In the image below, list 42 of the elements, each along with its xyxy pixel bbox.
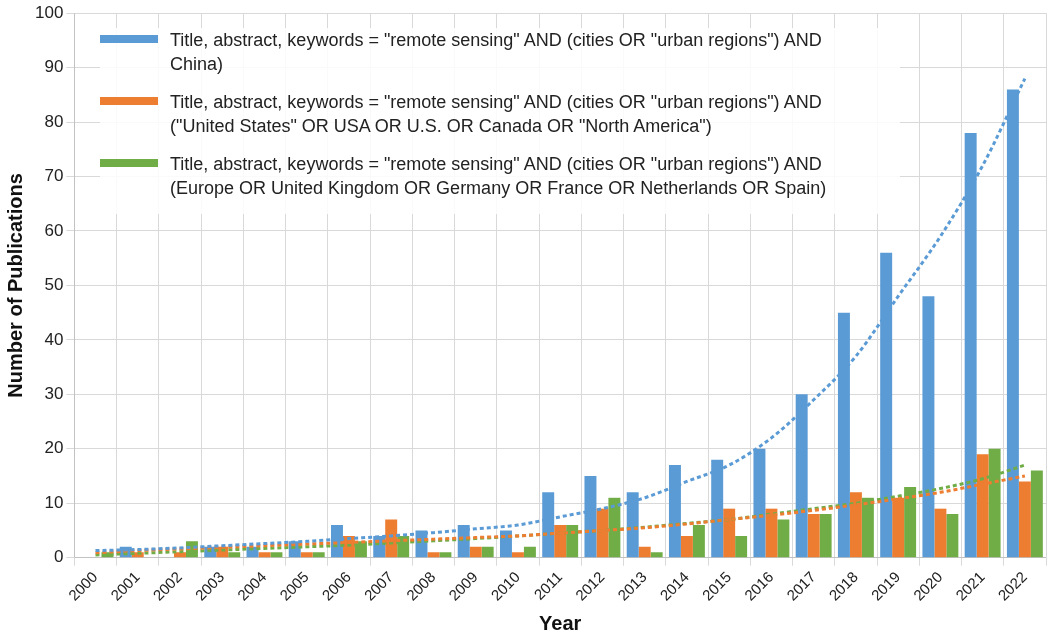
bar [1030, 470, 1043, 558]
bar [735, 535, 748, 558]
bar [638, 546, 651, 558]
y-tick-label: 50 [44, 275, 64, 295]
bar [819, 514, 832, 558]
bar [807, 514, 820, 558]
bar [270, 552, 283, 558]
bar [427, 552, 440, 558]
bar [777, 519, 790, 558]
bar [469, 546, 482, 558]
bar [650, 552, 663, 558]
legend-label: Title, abstract, keywords = "remote sensing" AND (cities OR "urban regions") AND China) [170, 29, 823, 76]
y-tick-label: 10 [44, 492, 64, 512]
bar [934, 508, 947, 558]
bar [300, 552, 313, 558]
bar [922, 296, 935, 558]
bar [1018, 481, 1031, 558]
bar [439, 552, 452, 558]
bar [511, 552, 524, 558]
bar [481, 546, 494, 558]
x-axis-title: Year [539, 611, 582, 634]
y-tick-label: 0 [53, 547, 64, 567]
legend-label: Title, abstract, keywords = "remote sensing" AND (cities OR "urban regions") AND (Europe OR United Kingdom OR Germany OR France OR Netherlands OR Spain) [170, 153, 828, 200]
y-tick-label: 70 [44, 166, 64, 186]
bar [173, 552, 186, 558]
bar [692, 525, 705, 558]
bar [523, 546, 536, 558]
bar [946, 514, 959, 558]
bar [499, 530, 512, 558]
y-tick-label: 40 [44, 329, 64, 349]
bar [312, 552, 325, 558]
y-tick-label: 80 [44, 111, 64, 131]
y-axis-title: Number of Publications [3, 173, 26, 398]
line-series [93, 77, 1027, 553]
y-tick-label: 30 [44, 384, 64, 404]
y-tick-label: 60 [44, 220, 64, 240]
bar [258, 552, 271, 558]
legend-label: Title, abstract, keywords = "remote sensing" AND (cities OR "urban regions") AND ("United States" OR USA OR U.S. OR Canada OR "North America") [170, 91, 823, 138]
bar [680, 535, 693, 558]
y-tick-label: 20 [44, 438, 64, 458]
y-tick-label: 100 [34, 2, 64, 22]
y-tick-label: 90 [44, 57, 64, 77]
